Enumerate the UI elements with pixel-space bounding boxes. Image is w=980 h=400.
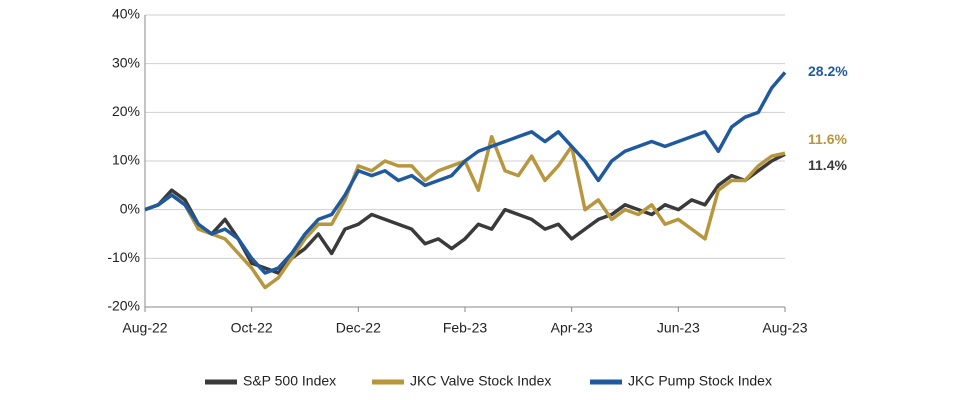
- y-tick-label: 0%: [120, 200, 140, 216]
- x-tick-label: Aug-23: [762, 320, 807, 336]
- y-tick-label: -20%: [107, 298, 140, 314]
- y-tick-label: -10%: [107, 249, 140, 265]
- y-tick-label: 10%: [112, 152, 140, 168]
- series-line: [144, 152, 786, 275]
- legend-label: JKC Valve Stock Index: [410, 373, 551, 389]
- legend-label: JKC Pump Stock Index: [628, 373, 772, 389]
- end-label: 11.4%: [808, 157, 847, 173]
- x-tick-label: Dec-22: [336, 320, 381, 336]
- x-tick-label: Feb-23: [443, 320, 488, 336]
- series-line: [144, 71, 787, 275]
- end-label: 11.6%: [808, 131, 847, 147]
- end-label: 28.2%: [808, 63, 848, 79]
- y-tick-label: 30%: [112, 54, 140, 70]
- x-tick-label: Aug-22: [122, 320, 167, 336]
- x-tick-label: Apr-23: [551, 320, 593, 336]
- x-tick-label: Oct-22: [231, 320, 273, 336]
- y-tick-label: 40%: [112, 6, 140, 22]
- x-tick-label: Jun-23: [657, 320, 700, 336]
- y-tick-label: 20%: [112, 103, 140, 119]
- legend-label: S&P 500 Index: [243, 373, 336, 389]
